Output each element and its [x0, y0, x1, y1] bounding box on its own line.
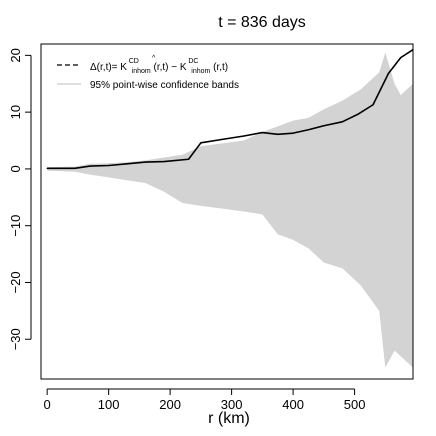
x-tick-label: 100: [98, 397, 120, 412]
delta-point: [277, 133, 279, 135]
delta-point: [387, 72, 390, 75]
delta-point: [163, 160, 165, 163]
confidence-band: [47, 52, 413, 368]
y-tick-label: −30: [8, 328, 23, 350]
legend-k1-hat: ^: [152, 55, 156, 62]
x-tick-label: 200: [159, 397, 181, 412]
delta-point: [357, 113, 359, 116]
x-axis-title: r (km): [208, 410, 250, 427]
legend-k2-sup: DC: [188, 58, 198, 65]
y-tick-label: 10: [8, 105, 23, 119]
x-tick-label: 0: [44, 397, 51, 412]
legend-k2: K: [180, 62, 187, 73]
delta-point: [200, 142, 202, 144]
y-axis: −30 −20 −10 0 10 20: [8, 48, 32, 350]
delta-point: [187, 158, 190, 160]
delta-point: [89, 165, 91, 167]
x-axis: 0 100 200 300 400 500: [44, 388, 366, 412]
legend-prefix: Δ(r,t)=: [90, 62, 120, 73]
delta-point: [221, 138, 223, 140]
delta-point: [261, 131, 263, 134]
legend-k1-sub: inhom: [132, 68, 151, 75]
delta-point: [144, 161, 147, 163]
delta-point: [400, 57, 402, 59]
legend-k2-args: (r,t): [213, 62, 228, 73]
y-tick-label: 20: [8, 48, 23, 62]
delta-point: [323, 125, 325, 127]
legend-minus: −: [171, 62, 177, 73]
delta-point: [243, 135, 245, 137]
delta-point: [126, 163, 128, 165]
delta-point: [307, 129, 310, 131]
y-tick-label: −20: [8, 271, 23, 293]
delta-point: [372, 104, 374, 106]
delta-point: [108, 164, 110, 167]
x-tick-label: 300: [221, 397, 243, 412]
y-tick-label: 0: [8, 165, 23, 172]
x-tick-label: 500: [344, 397, 366, 412]
delta-point: [292, 132, 294, 134]
y-tick-label: −10: [8, 215, 23, 237]
legend: Δ(r,t)= K CD inhom (r,t) − K DC inhom (r…: [57, 55, 239, 91]
delta-line: [47, 49, 414, 170]
plot-area: [46, 49, 414, 368]
delta-point: [46, 167, 48, 169]
legend-k2-sub: inhom: [191, 68, 210, 75]
delta-point: [341, 121, 343, 123]
x-tick-label: 400: [282, 397, 304, 412]
plot-frame: [40, 43, 414, 380]
legend-k1-sup: CD: [129, 58, 139, 65]
legend-band-label: 95% point-wise confidence bands: [90, 80, 239, 91]
legend-line-label: Δ(r,t)= K CD inhom (r,t) − K DC inhom (r…: [90, 55, 228, 76]
delta-point: [74, 167, 76, 169]
legend-k1-args: (r,t): [154, 62, 169, 73]
legend-k1: K: [120, 62, 127, 73]
chart-title: t = 836 days: [218, 14, 306, 31]
